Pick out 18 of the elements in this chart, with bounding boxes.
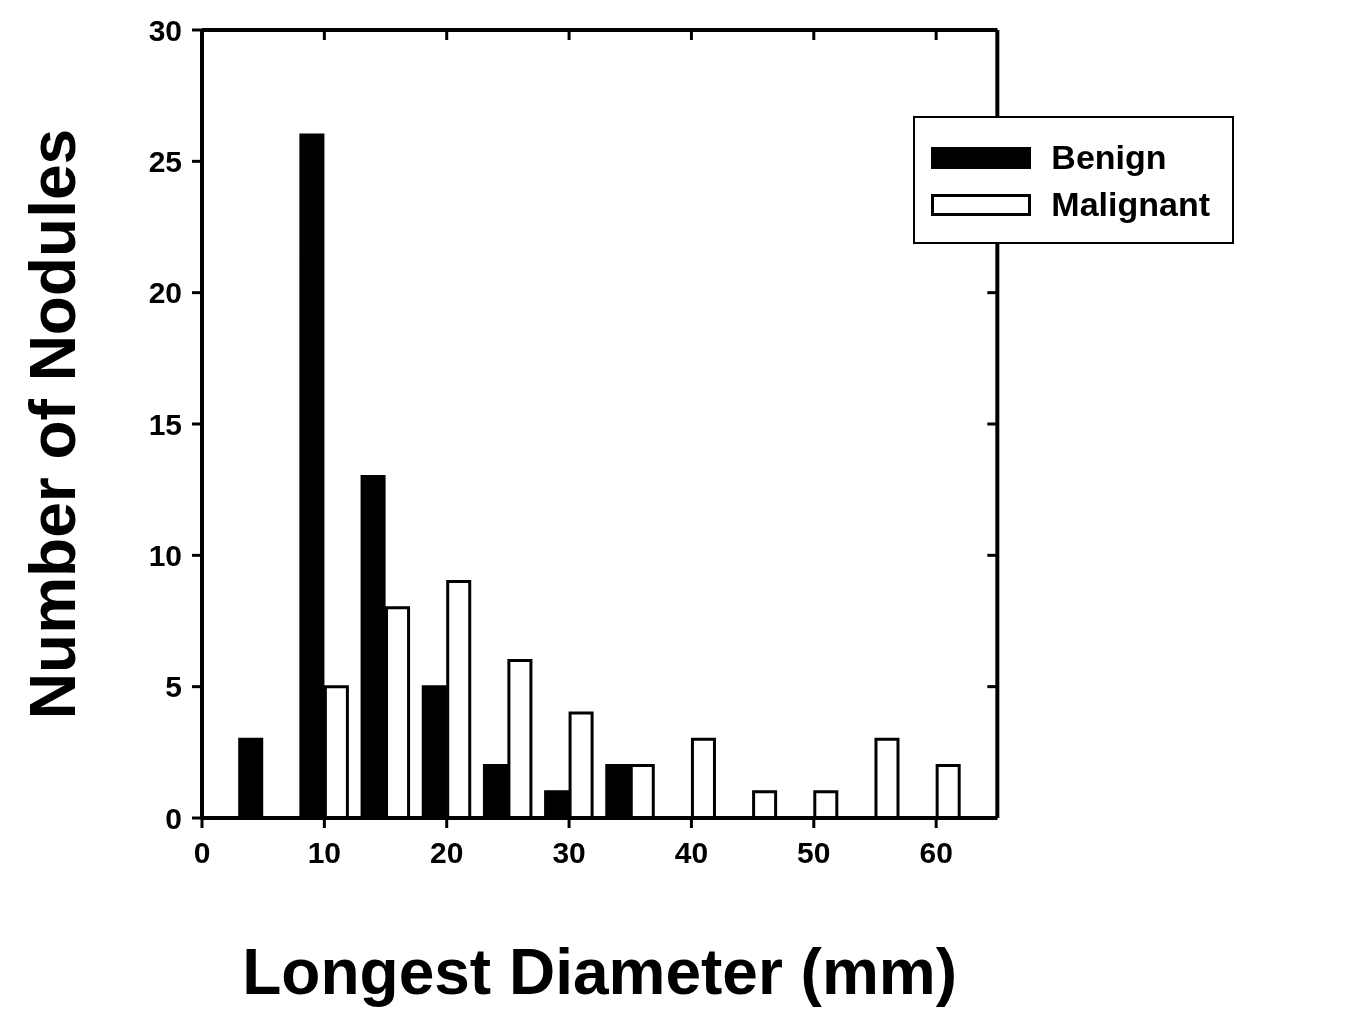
x-tick-label: 30: [552, 836, 586, 870]
x-tick-label: 0: [193, 836, 211, 870]
y-tick-label: 30: [148, 13, 182, 47]
x-tick-label: 60: [919, 836, 953, 870]
y-tick-label: 10: [148, 538, 182, 572]
x-axis-title: Longest Diameter (mm): [242, 936, 958, 1008]
y-tick-label: 5: [165, 670, 182, 704]
x-tick-label: 10: [307, 836, 342, 870]
y-axis-title: Number of Nodules: [16, 128, 89, 720]
legend-label: Benign: [1051, 138, 1167, 177]
x-tick-label: 40: [674, 836, 709, 870]
x-tick-label: 20: [430, 836, 464, 870]
legend-label: Malignant: [1051, 185, 1210, 224]
y-tick-label: 20: [148, 276, 182, 310]
y-tick-label: 15: [148, 407, 182, 441]
y-tick-label: 0: [165, 801, 182, 835]
y-tick-label: 25: [148, 144, 182, 178]
x-tick-label: 50: [797, 836, 831, 870]
